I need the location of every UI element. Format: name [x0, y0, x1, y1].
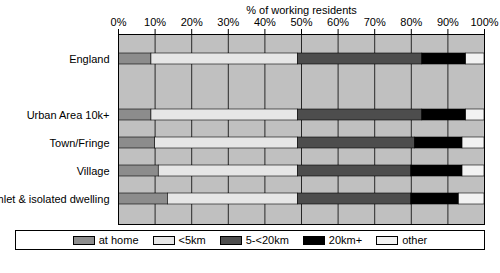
- svg-text:Town/Fringe: Town/Fringe: [50, 137, 110, 149]
- svg-text:70%: 70%: [364, 16, 386, 28]
- html-text:5-<20km: 5-<20km: [245, 234, 289, 246]
- svg-text:% of working residents: % of working residents: [246, 4, 357, 16]
- svg-text:50%: 50%: [290, 16, 312, 28]
- html-text:20km+: 20km+: [328, 234, 363, 246]
- svg-text:100%: 100%: [470, 16, 498, 28]
- svg-text:Hamlet & isolated dwelling: Hamlet & isolated dwelling: [0, 193, 110, 205]
- html-text:at home: at home: [98, 234, 139, 246]
- svg-text:20%: 20%: [181, 16, 203, 28]
- svg-text:80%: 80%: [400, 16, 422, 28]
- svg-text:90%: 90%: [437, 16, 459, 28]
- html-text:other: other: [402, 234, 428, 246]
- svg-text:40%: 40%: [254, 16, 276, 28]
- html-text:<5km: <5km: [178, 234, 206, 246]
- svg-text:Village: Village: [77, 165, 110, 177]
- svg-text:England: England: [69, 53, 109, 65]
- svg-text:Urban Area 10k+: Urban Area 10k+: [27, 109, 110, 121]
- svg-text:30%: 30%: [217, 16, 239, 28]
- svg-text:0%: 0%: [111, 16, 127, 28]
- svg-text:60%: 60%: [327, 16, 349, 28]
- svg-text:10%: 10%: [144, 16, 166, 28]
